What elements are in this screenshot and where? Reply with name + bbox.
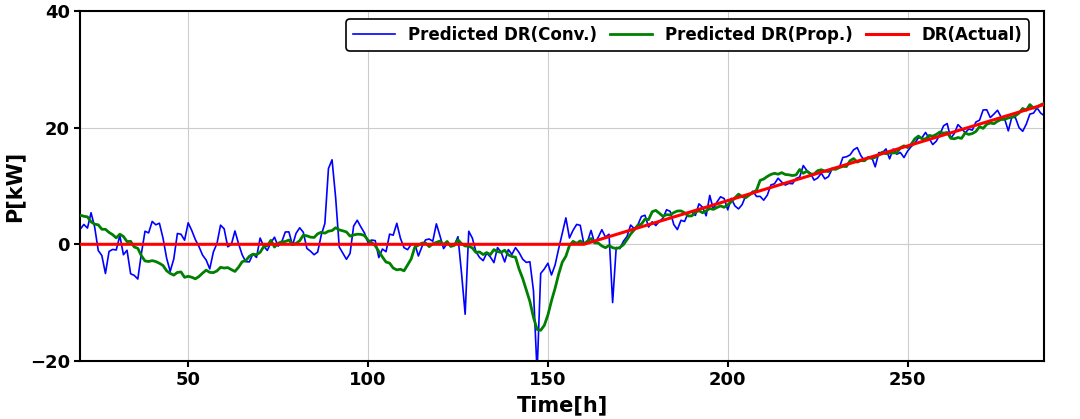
Line: Predicted DR(Prop.): Predicted DR(Prop.)	[9, 103, 1044, 330]
Predicted DR(Prop.)	[157, 263, 170, 268]
Line: DR(Actual): DR(Actual)	[9, 104, 1044, 244]
DR(Actual)	[505, 242, 518, 247]
DR(Actual)	[157, 242, 170, 247]
DR(Actual)	[49, 242, 62, 247]
Predicted DR(Conv.)	[157, 235, 170, 241]
DR(Actual)	[347, 242, 360, 247]
Predicted DR(Prop.)	[822, 169, 835, 174]
DR(Actual)	[13, 242, 26, 247]
Predicted DR(Prop.)	[49, 204, 62, 209]
X-axis label: Time[h]: Time[h]	[516, 395, 608, 415]
Predicted DR(Prop.)	[505, 254, 518, 259]
Predicted DR(Prop.)	[13, 198, 26, 203]
Y-axis label: P[kW]: P[kW]	[4, 150, 24, 222]
Predicted DR(Conv.)	[530, 370, 543, 375]
Predicted DR(Prop.)	[347, 233, 360, 238]
Predicted DR(Conv.)	[1030, 106, 1043, 111]
Predicted DR(Conv.)	[347, 223, 360, 228]
Predicted DR(Prop.)	[1038, 101, 1051, 106]
Predicted DR(Conv.)	[505, 252, 518, 257]
Predicted DR(Conv.)	[1038, 113, 1051, 118]
Predicted DR(Prop.)	[2, 194, 15, 199]
Line: Predicted DR(Conv.): Predicted DR(Conv.)	[9, 108, 1044, 372]
DR(Actual)	[1038, 102, 1051, 107]
Predicted DR(Conv.)	[49, 241, 62, 246]
Predicted DR(Prop.)	[535, 328, 548, 333]
DR(Actual)	[2, 242, 15, 247]
Predicted DR(Conv.)	[2, 242, 15, 247]
Legend: Predicted DR(Conv.), Predicted DR(Prop.), DR(Actual): Predicted DR(Conv.), Predicted DR(Prop.)…	[347, 20, 1029, 51]
DR(Actual)	[819, 168, 832, 173]
Predicted DR(Conv.)	[13, 222, 26, 227]
Predicted DR(Conv.)	[822, 174, 835, 179]
